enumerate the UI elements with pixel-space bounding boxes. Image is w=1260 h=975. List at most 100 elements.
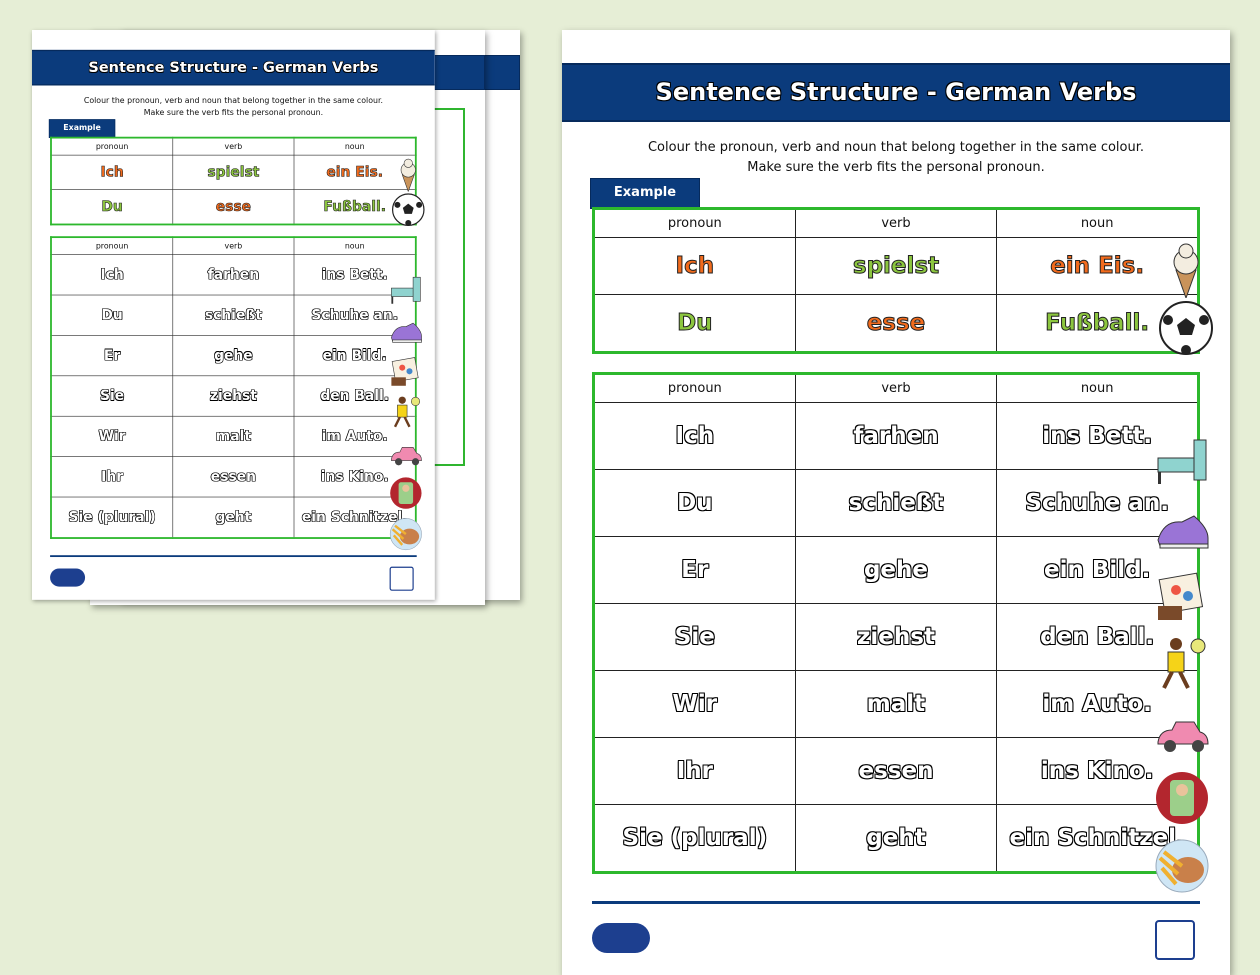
noun-cell[interactable]: Schuhe an.: [293, 294, 416, 336]
football-player-icon: [1154, 634, 1210, 690]
table-row: Ich spielst ein Eis.: [593, 237, 1199, 295]
ice-cream-icon: [1158, 242, 1214, 300]
car-icon: [1154, 702, 1210, 758]
table-row[interactable]: Sie ziehst den Ball.: [50, 375, 416, 417]
column-header: verb: [172, 137, 295, 156]
verb-cell[interactable]: essen: [794, 737, 998, 805]
pronoun-cell[interactable]: Du: [50, 294, 173, 336]
pronoun-cell[interactable]: Sie (plural): [50, 496, 173, 539]
twinkl-logo: [592, 923, 650, 953]
pronoun-cell[interactable]: Er: [50, 335, 173, 377]
verb-cell[interactable]: malt: [794, 670, 998, 738]
example-label: Example: [590, 178, 700, 209]
pronoun-cell[interactable]: Sie: [593, 603, 796, 671]
cinema-icon: [389, 476, 423, 510]
table-row[interactable]: Er gehe ein Bild.: [593, 536, 1199, 604]
pronoun-cell[interactable]: Sie: [50, 375, 173, 417]
column-header: noun: [996, 373, 1199, 403]
worksheet-preview-large: Sentence Structure - German Verbs Colour …: [562, 30, 1230, 975]
column-header: verb: [172, 237, 295, 255]
example-pronoun: Du: [50, 189, 173, 225]
verb-cell[interactable]: gehe: [172, 335, 295, 377]
example-label: Example: [48, 119, 116, 138]
verb-cell[interactable]: farhen: [172, 254, 295, 296]
verb-cell[interactable]: gehe: [794, 536, 998, 604]
pronoun-cell[interactable]: Ich: [593, 402, 796, 470]
verb-cell[interactable]: farhen: [794, 402, 998, 470]
table-row[interactable]: Ich farhen ins Bett.: [593, 402, 1199, 470]
painting-icon: [1154, 566, 1210, 622]
instruction-line-2: Make sure the verb fits the personal pro…: [143, 108, 324, 118]
twinkl-logo: [50, 568, 86, 587]
table-row[interactable]: Wir malt im Auto.: [593, 670, 1199, 738]
table-row: Du esse Fußball.: [50, 189, 416, 225]
table-row[interactable]: Sie (plural) geht ein Schnitzel.: [50, 496, 416, 539]
table-row[interactable]: Du schießt Schuhe an.: [50, 294, 416, 336]
exercise-table: pronoun verb noun Ich farhen ins Bett. Du schie…: [592, 372, 1200, 874]
football-icon: [391, 193, 425, 227]
verb-cell[interactable]: geht: [794, 804, 998, 873]
column-header: pronoun: [593, 208, 796, 238]
example-verb: spielst: [794, 237, 998, 295]
pronoun-cell[interactable]: Ihr: [593, 737, 796, 805]
pronoun-cell[interactable]: Ihr: [50, 456, 173, 498]
verb-cell[interactable]: ziehst: [172, 375, 295, 417]
verb-cell[interactable]: schießt: [794, 469, 998, 537]
verb-cell[interactable]: essen: [172, 456, 295, 498]
example-noun: ein Eis.: [293, 154, 416, 190]
table-row[interactable]: Er gehe ein Bild.: [50, 335, 416, 377]
column-header: pronoun: [593, 373, 796, 403]
pronoun-cell[interactable]: Wir: [50, 415, 173, 457]
pronoun-cell[interactable]: Er: [593, 536, 796, 604]
twinkl-badge-icon: [1155, 920, 1195, 960]
painting-icon: [389, 353, 423, 387]
shoes-icon: [389, 312, 423, 346]
worksheet-title: Sentence Structure - German Verbs: [562, 63, 1230, 122]
verb-cell[interactable]: malt: [172, 415, 295, 457]
example-table: pronoun verb noun Ich spielst ein Eis. Du esse F…: [50, 136, 417, 226]
football-player-icon: [389, 394, 423, 428]
worksheet-title: Sentence Structure - German Verbs: [32, 49, 435, 86]
cinema-icon: [1154, 770, 1210, 826]
column-header: pronoun: [50, 237, 173, 255]
table-row[interactable]: Wir malt im Auto.: [50, 415, 416, 457]
table-row[interactable]: Sie ziehst den Ball.: [593, 603, 1199, 671]
instruction-line-1: Colour the pronoun, verb and noun that b…: [647, 140, 1145, 155]
table-row[interactable]: Ihr essen ins Kino.: [50, 456, 416, 498]
column-header: verb: [794, 373, 998, 403]
bed-icon: [389, 271, 423, 305]
example-noun: ein Eis.: [996, 237, 1199, 295]
table-row[interactable]: Du schießt Schuhe an.: [593, 469, 1199, 537]
verb-cell[interactable]: ziehst: [794, 603, 998, 671]
pronoun-cell[interactable]: Ich: [50, 254, 173, 296]
ice-cream-icon: [391, 158, 425, 193]
bed-icon: [1154, 430, 1210, 486]
column-header: pronoun: [50, 137, 173, 156]
noun-cell[interactable]: Schuhe an.: [996, 469, 1199, 537]
table-row: Ich spielst ein Eis.: [50, 154, 416, 190]
example-table: pronoun verb noun Ich spielst ein Eis. Du esse F…: [592, 207, 1200, 354]
column-header: noun: [996, 208, 1199, 238]
example-pronoun: Ich: [50, 154, 173, 190]
pronoun-cell[interactable]: Sie (plural): [593, 804, 796, 873]
verb-cell[interactable]: geht: [172, 496, 295, 539]
table-row[interactable]: Ihr essen ins Kino.: [593, 737, 1199, 805]
exercise-table: pronoun verb noun Ich farhen ins Bett. Du schie…: [50, 236, 417, 539]
noun-cell[interactable]: den Ball.: [293, 375, 416, 417]
table-row[interactable]: Sie (plural) geht ein Schnitzel.: [593, 804, 1199, 873]
noun-cell[interactable]: im Auto.: [293, 415, 416, 457]
footer-divider: [592, 901, 1200, 904]
verb-cell[interactable]: schießt: [172, 294, 295, 336]
column-header: noun: [293, 137, 416, 156]
example-pronoun: Du: [593, 294, 796, 353]
pronoun-cell[interactable]: Wir: [593, 670, 796, 738]
example-verb: esse: [172, 189, 295, 225]
pronoun-cell[interactable]: Du: [593, 469, 796, 537]
schnitzel-icon: [1154, 838, 1210, 894]
table-row[interactable]: Ich farhen ins Bett.: [50, 254, 416, 296]
twinkl-badge-icon: [389, 566, 414, 591]
example-pronoun: Ich: [593, 237, 796, 295]
instruction-line-2: Make sure the verb fits the personal pro…: [747, 160, 1045, 175]
example-verb: spielst: [172, 154, 295, 190]
column-header: verb: [794, 208, 998, 238]
